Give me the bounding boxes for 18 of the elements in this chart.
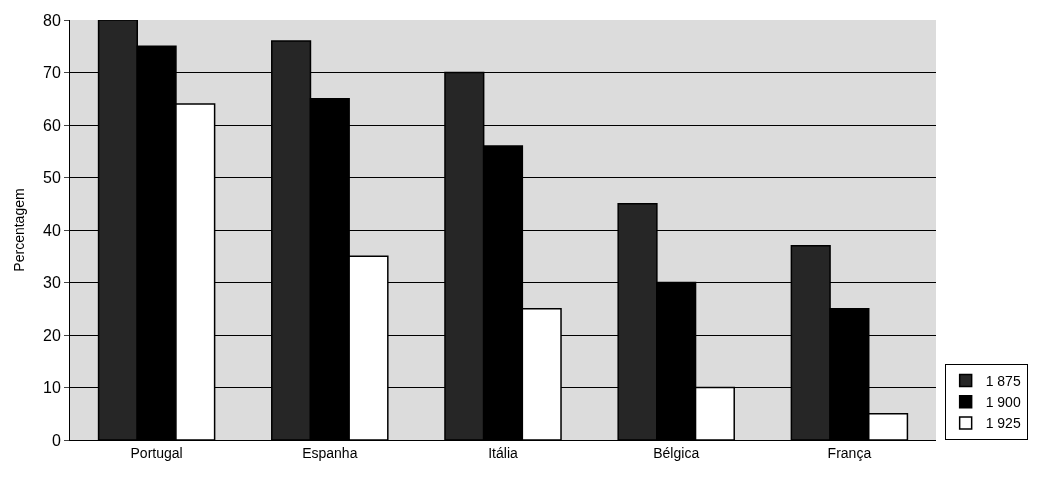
y-tick-label: 40 [43,221,61,239]
y-tick-label: 20 [43,326,61,344]
legend-label: 1 925 [985,415,1021,432]
y-tick-label: 80 [43,11,61,29]
legend-label: 1 900 [985,394,1021,411]
y-tick-label: 60 [43,116,61,134]
y-tick-label: 0 [51,431,61,449]
x-tick-label: Bélgica [653,444,700,461]
y-axis-title: Percentagem [10,188,27,272]
y-tick-label: 50 [43,169,61,187]
y-tick-label: 70 [43,64,61,82]
legend-label: 1 875 [985,373,1021,390]
x-tick-label: Itália [488,444,518,461]
x-tick-label: Portugal [130,444,183,461]
x-tick-label: Espanha [302,444,358,461]
y-tick-label: 10 [43,379,61,397]
x-tick-label: França [827,444,872,461]
y-tick-label: 30 [43,274,61,292]
